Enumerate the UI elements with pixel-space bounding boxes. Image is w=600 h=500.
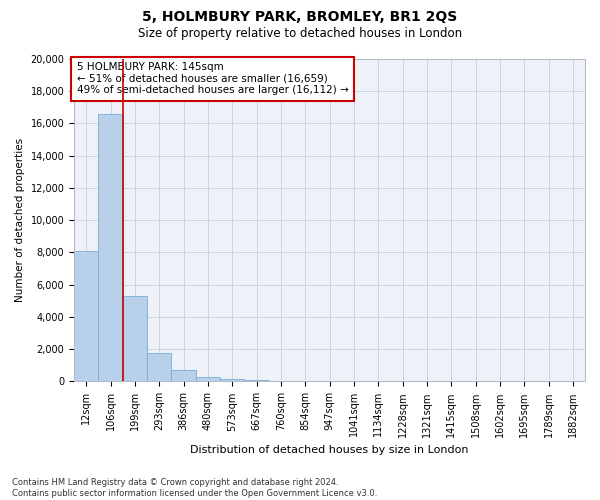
- Bar: [98, 114, 123, 382]
- Text: Contains HM Land Registry data © Crown copyright and database right 2024.
Contai: Contains HM Land Registry data © Crown c…: [12, 478, 377, 498]
- Bar: [220, 379, 244, 382]
- Bar: [244, 380, 269, 382]
- Bar: [172, 370, 196, 382]
- Y-axis label: Number of detached properties: Number of detached properties: [15, 138, 25, 302]
- Bar: [74, 251, 98, 382]
- Text: Size of property relative to detached houses in London: Size of property relative to detached ho…: [138, 28, 462, 40]
- Bar: [123, 296, 147, 382]
- Text: 5, HOLMBURY PARK, BROMLEY, BR1 2QS: 5, HOLMBURY PARK, BROMLEY, BR1 2QS: [142, 10, 458, 24]
- Bar: [147, 353, 172, 382]
- Text: 5 HOLMBURY PARK: 145sqm
← 51% of detached houses are smaller (16,659)
49% of sem: 5 HOLMBURY PARK: 145sqm ← 51% of detache…: [77, 62, 349, 96]
- Bar: [196, 377, 220, 382]
- X-axis label: Distribution of detached houses by size in London: Distribution of detached houses by size …: [190, 445, 469, 455]
